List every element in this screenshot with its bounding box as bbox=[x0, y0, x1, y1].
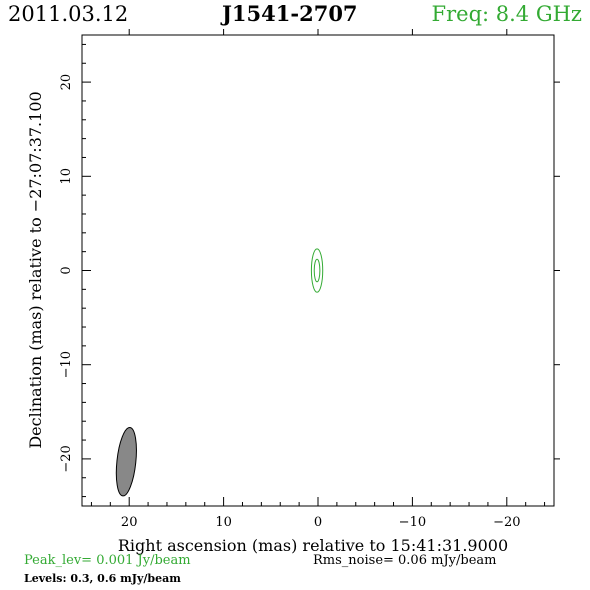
plot-frame bbox=[81, 34, 555, 507]
y-tick-label: 0 bbox=[59, 266, 74, 274]
contour-level bbox=[310, 248, 324, 293]
x-tick-label: 0 bbox=[314, 515, 322, 530]
contour-levels: Levels: 0.3, 0.6 mJy/beam bbox=[24, 572, 181, 585]
x-axis-label: Right ascension (mas) relative to 15:41:… bbox=[118, 536, 508, 555]
peak-level: Peak_lev= 0.001 Jy/beam bbox=[24, 553, 191, 568]
x-tick-label: −20 bbox=[493, 515, 520, 530]
rms-noise: Rms_noise= 0.06 mJy/beam bbox=[313, 553, 497, 568]
y-tick-label: 10 bbox=[59, 168, 74, 185]
header-date: 2011.03.12 bbox=[8, 2, 129, 26]
contour-level bbox=[313, 258, 321, 283]
contour-layer bbox=[310, 248, 324, 293]
y-tick-label: 20 bbox=[59, 74, 74, 91]
beam-layer bbox=[115, 427, 137, 497]
x-tick-label: 20 bbox=[121, 515, 138, 530]
y-axis-label: Declination (mas) relative to −27:07:37.… bbox=[26, 91, 45, 448]
y-tick-label: −10 bbox=[59, 351, 74, 378]
tick-labels: 20 10 0 −10 −20 20 10 0 −10 −20 bbox=[59, 74, 521, 530]
header-source: J1541-2707 bbox=[222, 1, 358, 26]
x-tick-label: 10 bbox=[215, 515, 232, 530]
axis-ticks bbox=[82, 29, 560, 506]
x-tick-label: −10 bbox=[399, 515, 426, 530]
header-frequency: Freq: 8.4 GHz bbox=[431, 2, 582, 26]
beam-ellipse bbox=[115, 427, 137, 497]
y-tick-label: −20 bbox=[59, 445, 74, 472]
